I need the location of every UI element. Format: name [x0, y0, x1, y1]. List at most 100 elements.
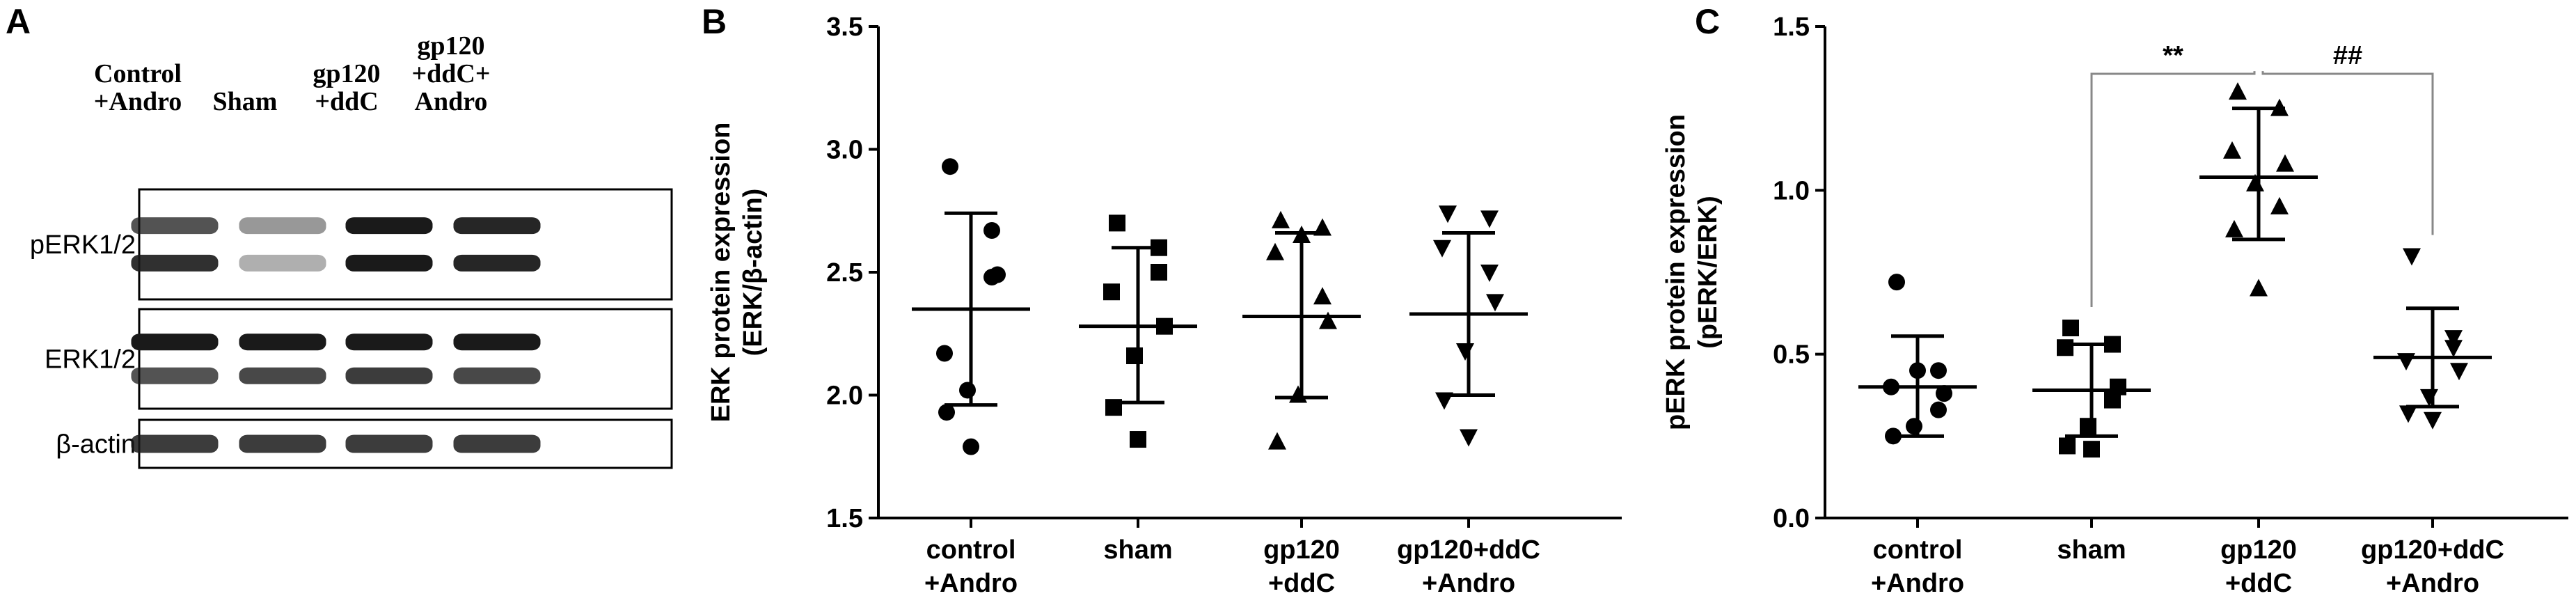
lane-label-3-2: Andro [415, 87, 488, 116]
data-point [1435, 392, 1453, 410]
lane-label-3-1: +ddC+ [411, 59, 490, 88]
blot-band [453, 434, 541, 453]
blot-band [131, 434, 219, 453]
data-point [1313, 218, 1332, 236]
data-point [2444, 340, 2463, 358]
significance-bracket [2090, 71, 2256, 308]
y-tick-label: 2.0 [826, 382, 863, 411]
data-point [1289, 385, 1307, 403]
data-point [1433, 240, 1451, 258]
blot-band [131, 367, 219, 384]
lane-label-2-0: gp120 [313, 59, 380, 88]
blot-band [239, 367, 326, 384]
data-point [2104, 336, 2121, 353]
data-point [2270, 196, 2289, 214]
y-tick-label: 0.0 [1773, 504, 1810, 533]
data-point [1109, 214, 1125, 232]
blot-band [345, 367, 433, 384]
y-tick-label: 1.5 [1773, 13, 1810, 42]
data-point [1480, 265, 1499, 282]
category-label: +Andro [1422, 569, 1515, 598]
data-point [1103, 283, 1120, 301]
lane-label-0-1: +Andro [94, 87, 182, 116]
data-point [2403, 248, 2421, 266]
category-label: +ddC [2225, 569, 2292, 598]
data-point [983, 221, 1000, 239]
category-label: gp120 [2220, 535, 2297, 565]
panel-letter-c: C [1695, 2, 1720, 41]
blot-band [239, 334, 326, 351]
lane-label-1-0: Sham [213, 87, 278, 116]
data-point [2420, 389, 2438, 407]
data-point [989, 266, 1006, 283]
panel-letter-a: A [6, 2, 31, 41]
blot-row-label-0: pERK1/2 [30, 230, 136, 260]
y-axis-title: pERK protein expression [1661, 114, 1691, 430]
data-point [2397, 353, 2415, 371]
blot-band [131, 334, 219, 351]
blot-band [453, 217, 541, 235]
data-point [2080, 418, 2096, 435]
category-label: sham [2057, 535, 2126, 565]
y-tick-label: 0.5 [1773, 340, 1810, 370]
data-point [1266, 242, 1284, 260]
data-point [1883, 378, 1899, 395]
data-point [1486, 294, 1504, 312]
category-label: control [926, 535, 1016, 565]
lane-label-3-0: gp120 [417, 31, 484, 61]
data-point [1151, 264, 1167, 281]
y-tick-label: 3.5 [826, 13, 863, 42]
data-point [1293, 226, 1311, 244]
blot-band [345, 334, 433, 351]
data-point [2250, 278, 2268, 297]
data-point [1456, 343, 1474, 361]
blot-band [453, 254, 541, 272]
y-tick-label: 1.5 [826, 504, 863, 533]
y-tick-label: 2.5 [826, 258, 863, 288]
category-label: +Andro [924, 569, 1018, 598]
data-point [1930, 401, 1947, 418]
blot-row-label-1: ERK1/2 [45, 345, 136, 375]
significance-label: ** [2163, 41, 2183, 70]
blot-band [345, 434, 433, 453]
panel-letter-b: B [702, 2, 727, 41]
blot-band [239, 254, 326, 272]
data-point [2223, 141, 2241, 159]
data-point [942, 158, 958, 175]
data-point [2059, 437, 2076, 455]
lane-label-0-0: Control [94, 59, 182, 88]
data-point [2057, 339, 2073, 356]
blot-band [453, 334, 541, 351]
data-point [2270, 98, 2289, 116]
data-point [2399, 405, 2417, 423]
data-point [1268, 432, 1286, 450]
blot-band [131, 254, 219, 272]
data-point [2424, 411, 2442, 430]
data-point [1126, 347, 1143, 365]
blot-band [131, 217, 219, 235]
y-tick-label: 1.0 [1773, 176, 1810, 205]
data-point [2062, 320, 2079, 337]
category-label: +Andro [2386, 569, 2479, 598]
data-point [2229, 82, 2247, 100]
y-axis-title: ERK protein expression [706, 123, 736, 423]
lane-label-2-1: +ddC [315, 87, 378, 116]
y-axis-title: (ERK/β-actin) [738, 189, 768, 356]
data-point [1888, 274, 1905, 291]
data-point [2444, 330, 2463, 348]
data-point [2450, 363, 2468, 381]
data-point [2246, 173, 2264, 191]
data-point [1885, 427, 1902, 445]
data-point [1480, 210, 1499, 228]
data-point [2083, 441, 2100, 458]
blot-row-label-2: β-actin [56, 430, 136, 460]
data-point [938, 404, 955, 421]
category-label: +ddC [1268, 569, 1335, 598]
blot-band [239, 217, 326, 235]
data-point [2276, 154, 2294, 172]
data-point [1313, 287, 1332, 305]
blot-strip-1 [138, 308, 673, 410]
blot-band [345, 254, 433, 272]
